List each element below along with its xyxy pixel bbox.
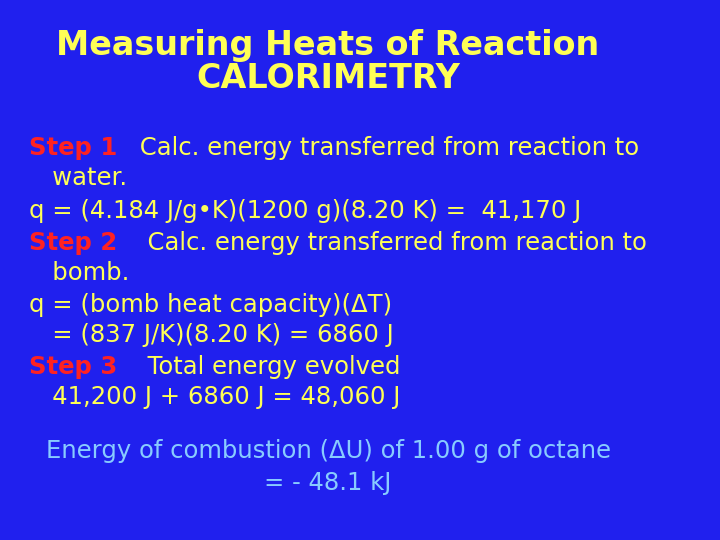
Text: q = (4.184 J/g•K)(1200 g)(8.20 K) =  41,170 J: q = (4.184 J/g•K)(1200 g)(8.20 K) = 41,1… [30, 199, 582, 222]
Text: Step 2: Step 2 [30, 231, 117, 255]
Text: CALORIMETRY: CALORIMETRY [196, 62, 460, 95]
Text: Calc. energy transferred from reaction to: Calc. energy transferred from reaction t… [132, 231, 647, 255]
Text: = - 48.1 kJ: = - 48.1 kJ [264, 471, 392, 495]
Text: Measuring Heats of Reaction: Measuring Heats of Reaction [56, 29, 600, 63]
Text: Energy of combustion (ΔU) of 1.00 g of octane: Energy of combustion (ΔU) of 1.00 g of o… [45, 439, 611, 463]
Text: Step 1: Step 1 [30, 137, 117, 160]
Text: Step 3: Step 3 [30, 355, 117, 379]
Text: water.: water. [30, 166, 127, 190]
Text: bomb.: bomb. [30, 261, 130, 285]
Text: 41,200 J + 6860 J = 48,060 J: 41,200 J + 6860 J = 48,060 J [30, 385, 401, 409]
Text: Calc. energy transferred from reaction to: Calc. energy transferred from reaction t… [132, 137, 639, 160]
Text: Total energy evolved: Total energy evolved [132, 355, 400, 379]
Text: q = (bomb heat capacity)(ΔT): q = (bomb heat capacity)(ΔT) [30, 293, 392, 317]
Text: = (837 J/K)(8.20 K) = 6860 J: = (837 J/K)(8.20 K) = 6860 J [30, 323, 395, 347]
